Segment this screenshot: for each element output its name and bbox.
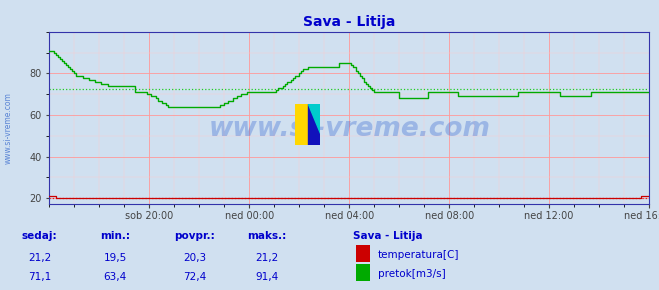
Text: 21,2: 21,2 [28, 253, 51, 263]
Text: maks.:: maks.: [247, 231, 287, 241]
Text: www.si-vreme.com: www.si-vreme.com [3, 92, 13, 164]
Text: min.:: min.: [100, 231, 130, 241]
Text: 63,4: 63,4 [103, 272, 127, 282]
Bar [308, 104, 320, 145]
Text: pretok[m3/s]: pretok[m3/s] [378, 269, 445, 279]
Text: temperatura[C]: temperatura[C] [378, 250, 459, 260]
Text: 71,1: 71,1 [28, 272, 51, 282]
Text: www.si-vreme.com: www.si-vreme.com [208, 115, 490, 142]
Text: 91,4: 91,4 [255, 272, 279, 282]
Text: sedaj:: sedaj: [22, 231, 57, 241]
Text: 19,5: 19,5 [103, 253, 127, 263]
Text: 20,3: 20,3 [183, 253, 206, 263]
Text: Sava - Litija: Sava - Litija [353, 231, 422, 241]
Text: povpr.:: povpr.: [174, 231, 215, 241]
Bar [295, 104, 308, 145]
Text: 21,2: 21,2 [255, 253, 279, 263]
Title: Sava - Litija: Sava - Litija [303, 15, 395, 29]
Text: 72,4: 72,4 [183, 272, 206, 282]
Polygon shape [308, 104, 320, 133]
